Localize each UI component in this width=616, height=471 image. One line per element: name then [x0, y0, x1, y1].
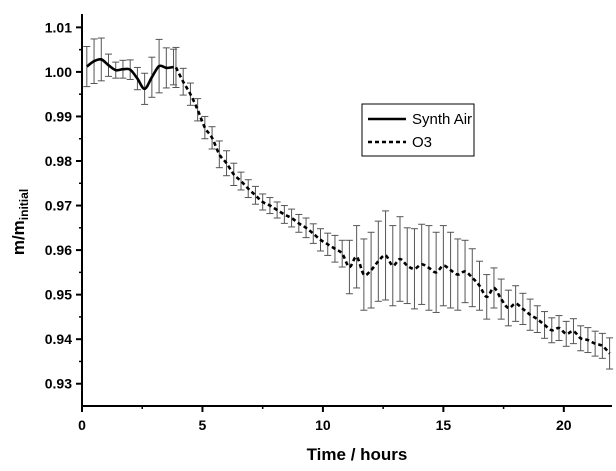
- error-bar: [418, 223, 426, 305]
- error-bar: [251, 185, 259, 205]
- y-tick-label: 1.01: [45, 19, 72, 35]
- error-bar: [497, 278, 505, 320]
- series-line-o3: [174, 66, 611, 355]
- error-bar: [288, 208, 296, 228]
- error-bar: [389, 225, 397, 307]
- y-tick-label: 0.98: [45, 153, 72, 169]
- error-bar: [541, 311, 549, 339]
- error-bar: [562, 320, 570, 347]
- legend: Synth Air O3: [361, 103, 475, 157]
- error-bar: [194, 98, 202, 122]
- y-tick-label: 0.93: [45, 376, 72, 392]
- error-bar: [360, 238, 368, 311]
- error-bar: [569, 318, 577, 345]
- y-tick-label: 0.95: [45, 287, 72, 303]
- error-bar: [410, 228, 418, 310]
- errorbar-layer: [83, 37, 614, 370]
- y-tick-label: 0.99: [45, 108, 72, 124]
- y-tick-label: 0.96: [45, 242, 72, 258]
- error-bar: [403, 227, 411, 305]
- error-bar: [345, 239, 353, 295]
- x-tick-label: 20: [556, 417, 572, 433]
- x-tick-label: 15: [436, 417, 452, 433]
- error-bar: [215, 140, 223, 169]
- error-bar: [338, 239, 346, 268]
- y-axis-title-main: m/m: [9, 220, 28, 255]
- error-bar: [512, 285, 520, 322]
- y-axis-title-subscript: initial: [17, 189, 31, 220]
- x-axis-title: Time / hours: [307, 445, 408, 464]
- y-tick-label: 0.97: [45, 198, 72, 214]
- x-tick-label: 10: [315, 417, 331, 433]
- error-bar: [490, 267, 498, 309]
- error-bar: [353, 225, 361, 289]
- legend-label-o3: O3: [412, 134, 432, 151]
- y-axis-title: m/minitial: [9, 189, 31, 255]
- y-tick-label: 0.94: [45, 331, 72, 347]
- axes-layer: [81, 14, 612, 407]
- error-bar: [280, 205, 288, 224]
- y-tick-label: 1.00: [45, 64, 72, 80]
- series-line-synth-air: [86, 57, 174, 91]
- error-bar: [382, 210, 390, 301]
- error-bar: [533, 305, 541, 333]
- ticks-layer: 0 5 10 15 20 0.93 0.94 0.95 0.96 0.97 0.98 0.99 1.00…: [45, 19, 572, 433]
- error-bar: [439, 225, 447, 307]
- error-bar: [309, 223, 317, 244]
- x-tick-label: 5: [199, 417, 207, 433]
- error-bar: [468, 248, 476, 308]
- legend-box: [361, 103, 475, 157]
- legend-label-synth-air: Synth Air: [412, 111, 472, 128]
- series-lines-layer: [86, 57, 611, 355]
- x-tick-label: 0: [78, 417, 86, 433]
- error-bar: [367, 231, 375, 309]
- error-bar: [237, 171, 245, 191]
